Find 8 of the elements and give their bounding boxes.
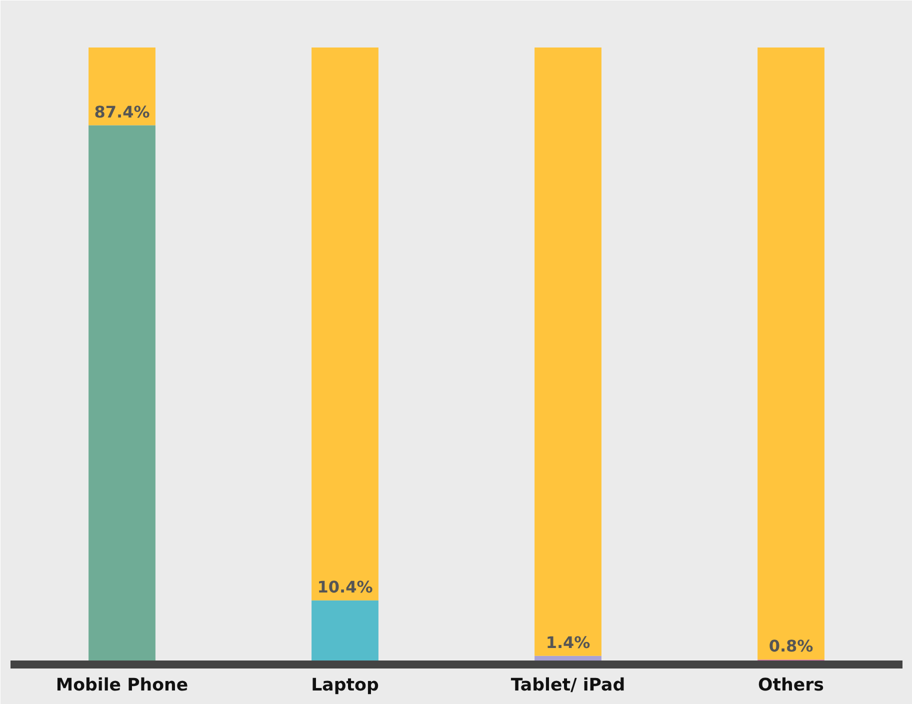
data-label: 0.8% xyxy=(768,636,814,656)
x-tick-label: Laptop xyxy=(311,676,379,696)
data-label: 1.4% xyxy=(546,632,590,652)
x-tick-label: Tablet/ iPad xyxy=(510,676,626,696)
data-label: 87.4% xyxy=(94,102,150,122)
x-tick-label: Mobile Phone xyxy=(56,676,188,696)
x-tick-label: Others xyxy=(758,676,824,696)
data-label: 10.4% xyxy=(317,577,373,596)
